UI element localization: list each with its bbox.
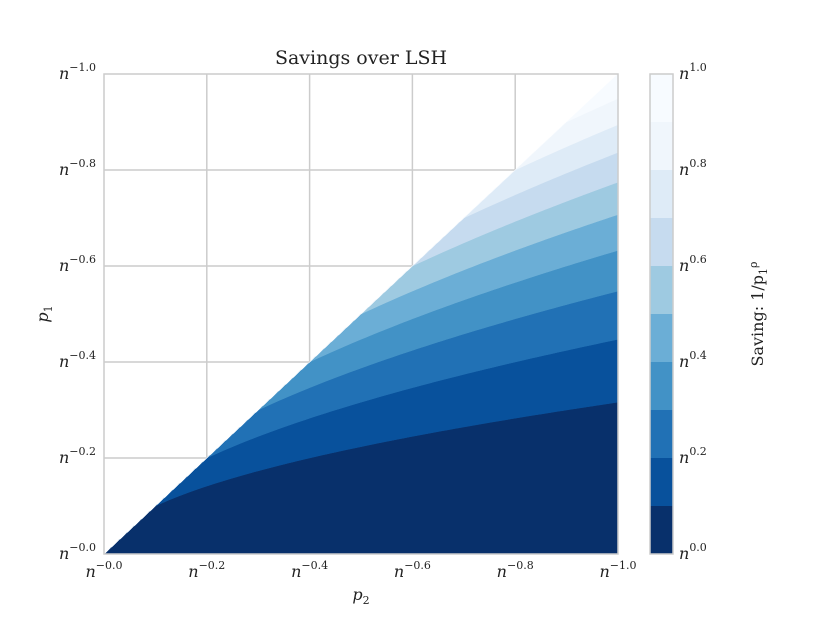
colorbar-tick-label: n0.6 <box>679 253 707 275</box>
colorbar: n0.0 n0.2 n0.4 n0.6 n0.8 n1.0 <box>649 61 707 563</box>
colorbar-swatch-6 <box>650 218 673 266</box>
colorbar-tick-label: n0.4 <box>679 349 707 371</box>
x-tick-label: n−0.4 <box>291 559 328 581</box>
y-tick-label: n−0.8 <box>59 157 96 179</box>
colorbar-tick-label: n0.2 <box>679 445 707 467</box>
y-tick-label: n−0.0 <box>59 541 96 563</box>
colorbar-swatch-4 <box>650 314 673 362</box>
x-tick-label: n−1.0 <box>599 559 636 581</box>
chart-title: Savings over LSH <box>275 47 447 69</box>
colorbar-label: Saving: 1/p1ρ <box>747 262 770 367</box>
x-axis-ticks: n−0.0 n−0.2 n−0.4 n−0.6 n−0.8 n−1.0 <box>85 559 636 581</box>
y-axis-label: p1 <box>33 305 55 322</box>
colorbar-swatch-0 <box>650 506 673 554</box>
x-axis-label: p2 <box>352 585 369 607</box>
colorbar-swatch-1 <box>650 458 673 506</box>
colorbar-tick-label: n1.0 <box>679 61 707 83</box>
x-tick-label: n−0.2 <box>188 559 225 581</box>
colorbar-frame <box>649 73 674 555</box>
colorbar-tick-label: n0.0 <box>679 541 707 563</box>
plot-frame <box>103 73 619 555</box>
y-tick-label: n−0.4 <box>59 349 96 371</box>
x-tick-label: n−0.6 <box>394 559 431 581</box>
x-tick-label: n−0.0 <box>85 559 122 581</box>
plot-area <box>103 73 619 555</box>
y-tick-label: n−1.0 <box>59 61 96 83</box>
y-tick-label: n−0.2 <box>59 445 96 467</box>
colorbar-swatch-7 <box>650 170 673 218</box>
colorbar-swatch-9 <box>650 74 673 122</box>
y-tick-label: n−0.6 <box>59 253 96 275</box>
colorbar-swatch-5 <box>650 266 673 314</box>
colorbar-swatch-2 <box>650 410 673 458</box>
colorbar-swatch-3 <box>650 362 673 410</box>
y-axis-ticks: n−0.0 n−0.2 n−0.4 n−0.6 n−0.8 n−1.0 <box>59 61 96 563</box>
colorbar-swatch-8 <box>650 122 673 170</box>
x-tick-label: n−0.8 <box>497 559 534 581</box>
colorbar-tick-label: n0.8 <box>679 157 707 179</box>
